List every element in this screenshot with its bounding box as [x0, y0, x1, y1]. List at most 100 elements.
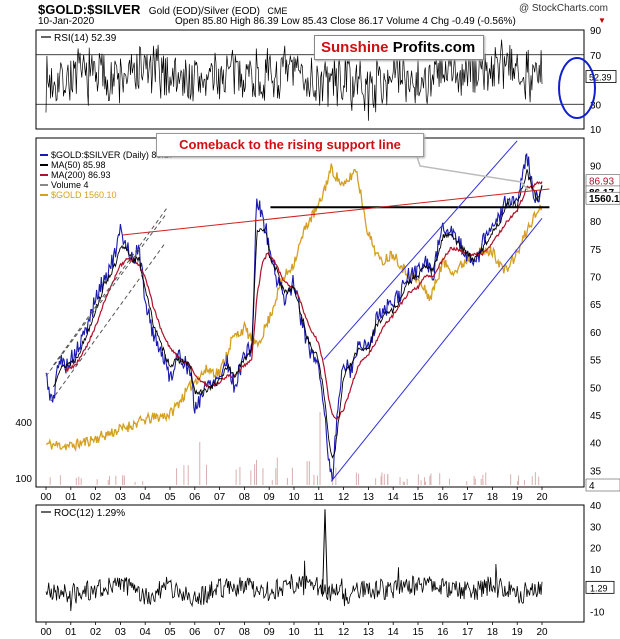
price-tick-label-35: 35 [590, 466, 602, 477]
watermark: Sunshine Profits.com [314, 35, 484, 60]
dashed-channel-line-1 [50, 242, 166, 402]
down-arrow-icon: ▼ [598, 16, 606, 25]
price-x-label-13: 13 [363, 492, 375, 503]
price-legend-entry-3: Volume 4 [51, 180, 89, 190]
rsi-tick-label-70: 70 [590, 51, 602, 62]
price-x-label-18: 18 [487, 492, 499, 503]
rsi-tick-label-10: 10 [590, 125, 602, 136]
price-tick-label-40: 40 [590, 439, 602, 450]
roc-x-label-10: 10 [288, 627, 300, 638]
roc-x-label-15: 15 [412, 627, 424, 638]
price-legend-entry-0: $GOLD:$SILVER (Daily) 86.17 [51, 150, 174, 160]
price-x-label-12: 12 [338, 492, 350, 503]
ma50-series-line [53, 169, 543, 459]
gold-last-value: 1560.1 [589, 194, 620, 205]
roc-last-value-label: 1.29 [590, 583, 608, 593]
chart-header-line2: 10-Jan-2020 Open 85.80 High 86.39 Low 85… [38, 16, 618, 28]
price-tick-label-90: 90 [590, 162, 602, 173]
price-tick-label-50: 50 [590, 383, 602, 394]
price-x-label-11: 11 [314, 492, 325, 503]
price-x-label-03: 03 [115, 492, 127, 503]
roc-x-label-16: 16 [437, 627, 449, 638]
rsi-tick-label-30: 30 [590, 100, 602, 111]
watermark-sunshine: Sunshine [321, 39, 389, 56]
price-panel-frame [35, 137, 585, 488]
symbol-description: Gold (EOD)/Silver (EOD) [148, 6, 260, 17]
copyright-label: @ StockCharts.com [518, 3, 608, 14]
roc-panel-frame [35, 504, 585, 623]
price-tick-label-60: 60 [590, 328, 602, 339]
roc-x-label-08: 08 [239, 627, 251, 638]
price-legend-entry-2: MA(200) 86.93 [51, 170, 111, 180]
price-legend-entry-1: MA(50) 85.98 [51, 160, 106, 170]
price-x-label-09: 09 [264, 492, 276, 503]
roc-x-label-02: 02 [90, 627, 102, 638]
roc-x-label-11: 11 [314, 627, 325, 638]
roc-x-label-01: 01 [65, 627, 77, 638]
rsi-tick-label-90: 90 [590, 26, 602, 37]
symbol-title: $GOLD:$SILVER [38, 2, 141, 17]
rsi-series-line [45, 39, 543, 121]
roc-x-label-00: 00 [40, 627, 52, 638]
price-x-label-04: 04 [140, 492, 152, 503]
roc-x-label-18: 18 [487, 627, 499, 638]
rsi-title: RSI(14) 52.39 [54, 33, 117, 44]
annotation-text: Comeback to the rising support line [179, 137, 401, 152]
roc-tick-label-10: 10 [590, 565, 602, 576]
price-x-label-14: 14 [388, 492, 400, 503]
price-tick-label-55: 55 [590, 356, 602, 367]
roc-series-line [45, 560, 543, 612]
dashed-channel-line-3 [53, 206, 168, 366]
roc-x-label-19: 19 [512, 627, 524, 638]
price-tick-label-80: 80 [590, 217, 602, 228]
roc-tick-label-30: 30 [590, 522, 602, 533]
price-x-label-19: 19 [512, 492, 524, 503]
dashed-channel-line-2 [45, 215, 166, 377]
price-tick-label-45: 45 [590, 411, 602, 422]
annotation-pointer [414, 149, 529, 191]
roc-x-label-20: 20 [536, 627, 548, 638]
roc-tick-label--10: -10 [590, 607, 605, 618]
highlight-circle [558, 57, 596, 119]
ma200-last-value: 86.93 [589, 177, 614, 188]
roc-x-label-13: 13 [363, 627, 375, 638]
roc-x-label-09: 09 [264, 627, 276, 638]
gold-last-value-box [585, 191, 620, 205]
price-x-label-00: 00 [40, 492, 52, 503]
price-x-label-02: 02 [90, 492, 102, 503]
watermark-profits: Profits.com [392, 39, 476, 56]
volume-last-value-box [585, 478, 620, 492]
roc-x-label-07: 07 [214, 627, 226, 638]
price-tick-label-75: 75 [590, 245, 602, 256]
blue-channel-lower-line [330, 218, 543, 482]
chart-header-line1: $GOLD:$SILVER Gold (EOD)/Silver (EOD) CM… [38, 1, 618, 17]
volume-last-value: 4 [589, 481, 595, 492]
date-label: 10-Jan-2020 [38, 16, 95, 27]
roc-title: ROC(12) 1.29% [54, 508, 125, 519]
roc-x-label-03: 03 [115, 627, 127, 638]
gold-series-line [45, 163, 543, 452]
price-x-label-06: 06 [189, 492, 201, 503]
rsi-last-value-label: 52.39 [589, 73, 612, 83]
price-x-label-08: 08 [239, 492, 251, 503]
gold-axis-tick-400: 400 [15, 418, 32, 429]
price-tick-label-70: 70 [590, 272, 602, 283]
price-legend-entry-4: $GOLD 1560.10 [51, 190, 117, 200]
price-tick-label-65: 65 [590, 300, 602, 311]
roc-spike [322, 509, 328, 597]
ma200-series-line [65, 180, 543, 421]
red-trend-line [122, 188, 550, 236]
roc-x-label-05: 05 [164, 627, 176, 638]
roc-x-label-17: 17 [462, 627, 474, 638]
price-x-label-05: 05 [164, 492, 176, 503]
gold-axis-tick-100: 100 [15, 474, 32, 485]
price-x-label-15: 15 [412, 492, 424, 503]
roc-x-label-04: 04 [140, 627, 152, 638]
price-x-label-10: 10 [288, 492, 300, 503]
price-x-label-07: 07 [214, 492, 226, 503]
blue-channel-upper-line [323, 140, 518, 360]
roc-x-label-14: 14 [388, 627, 400, 638]
quote-label: Open 85.80 High 86.39 Low 85.43 Close 86… [175, 16, 516, 27]
